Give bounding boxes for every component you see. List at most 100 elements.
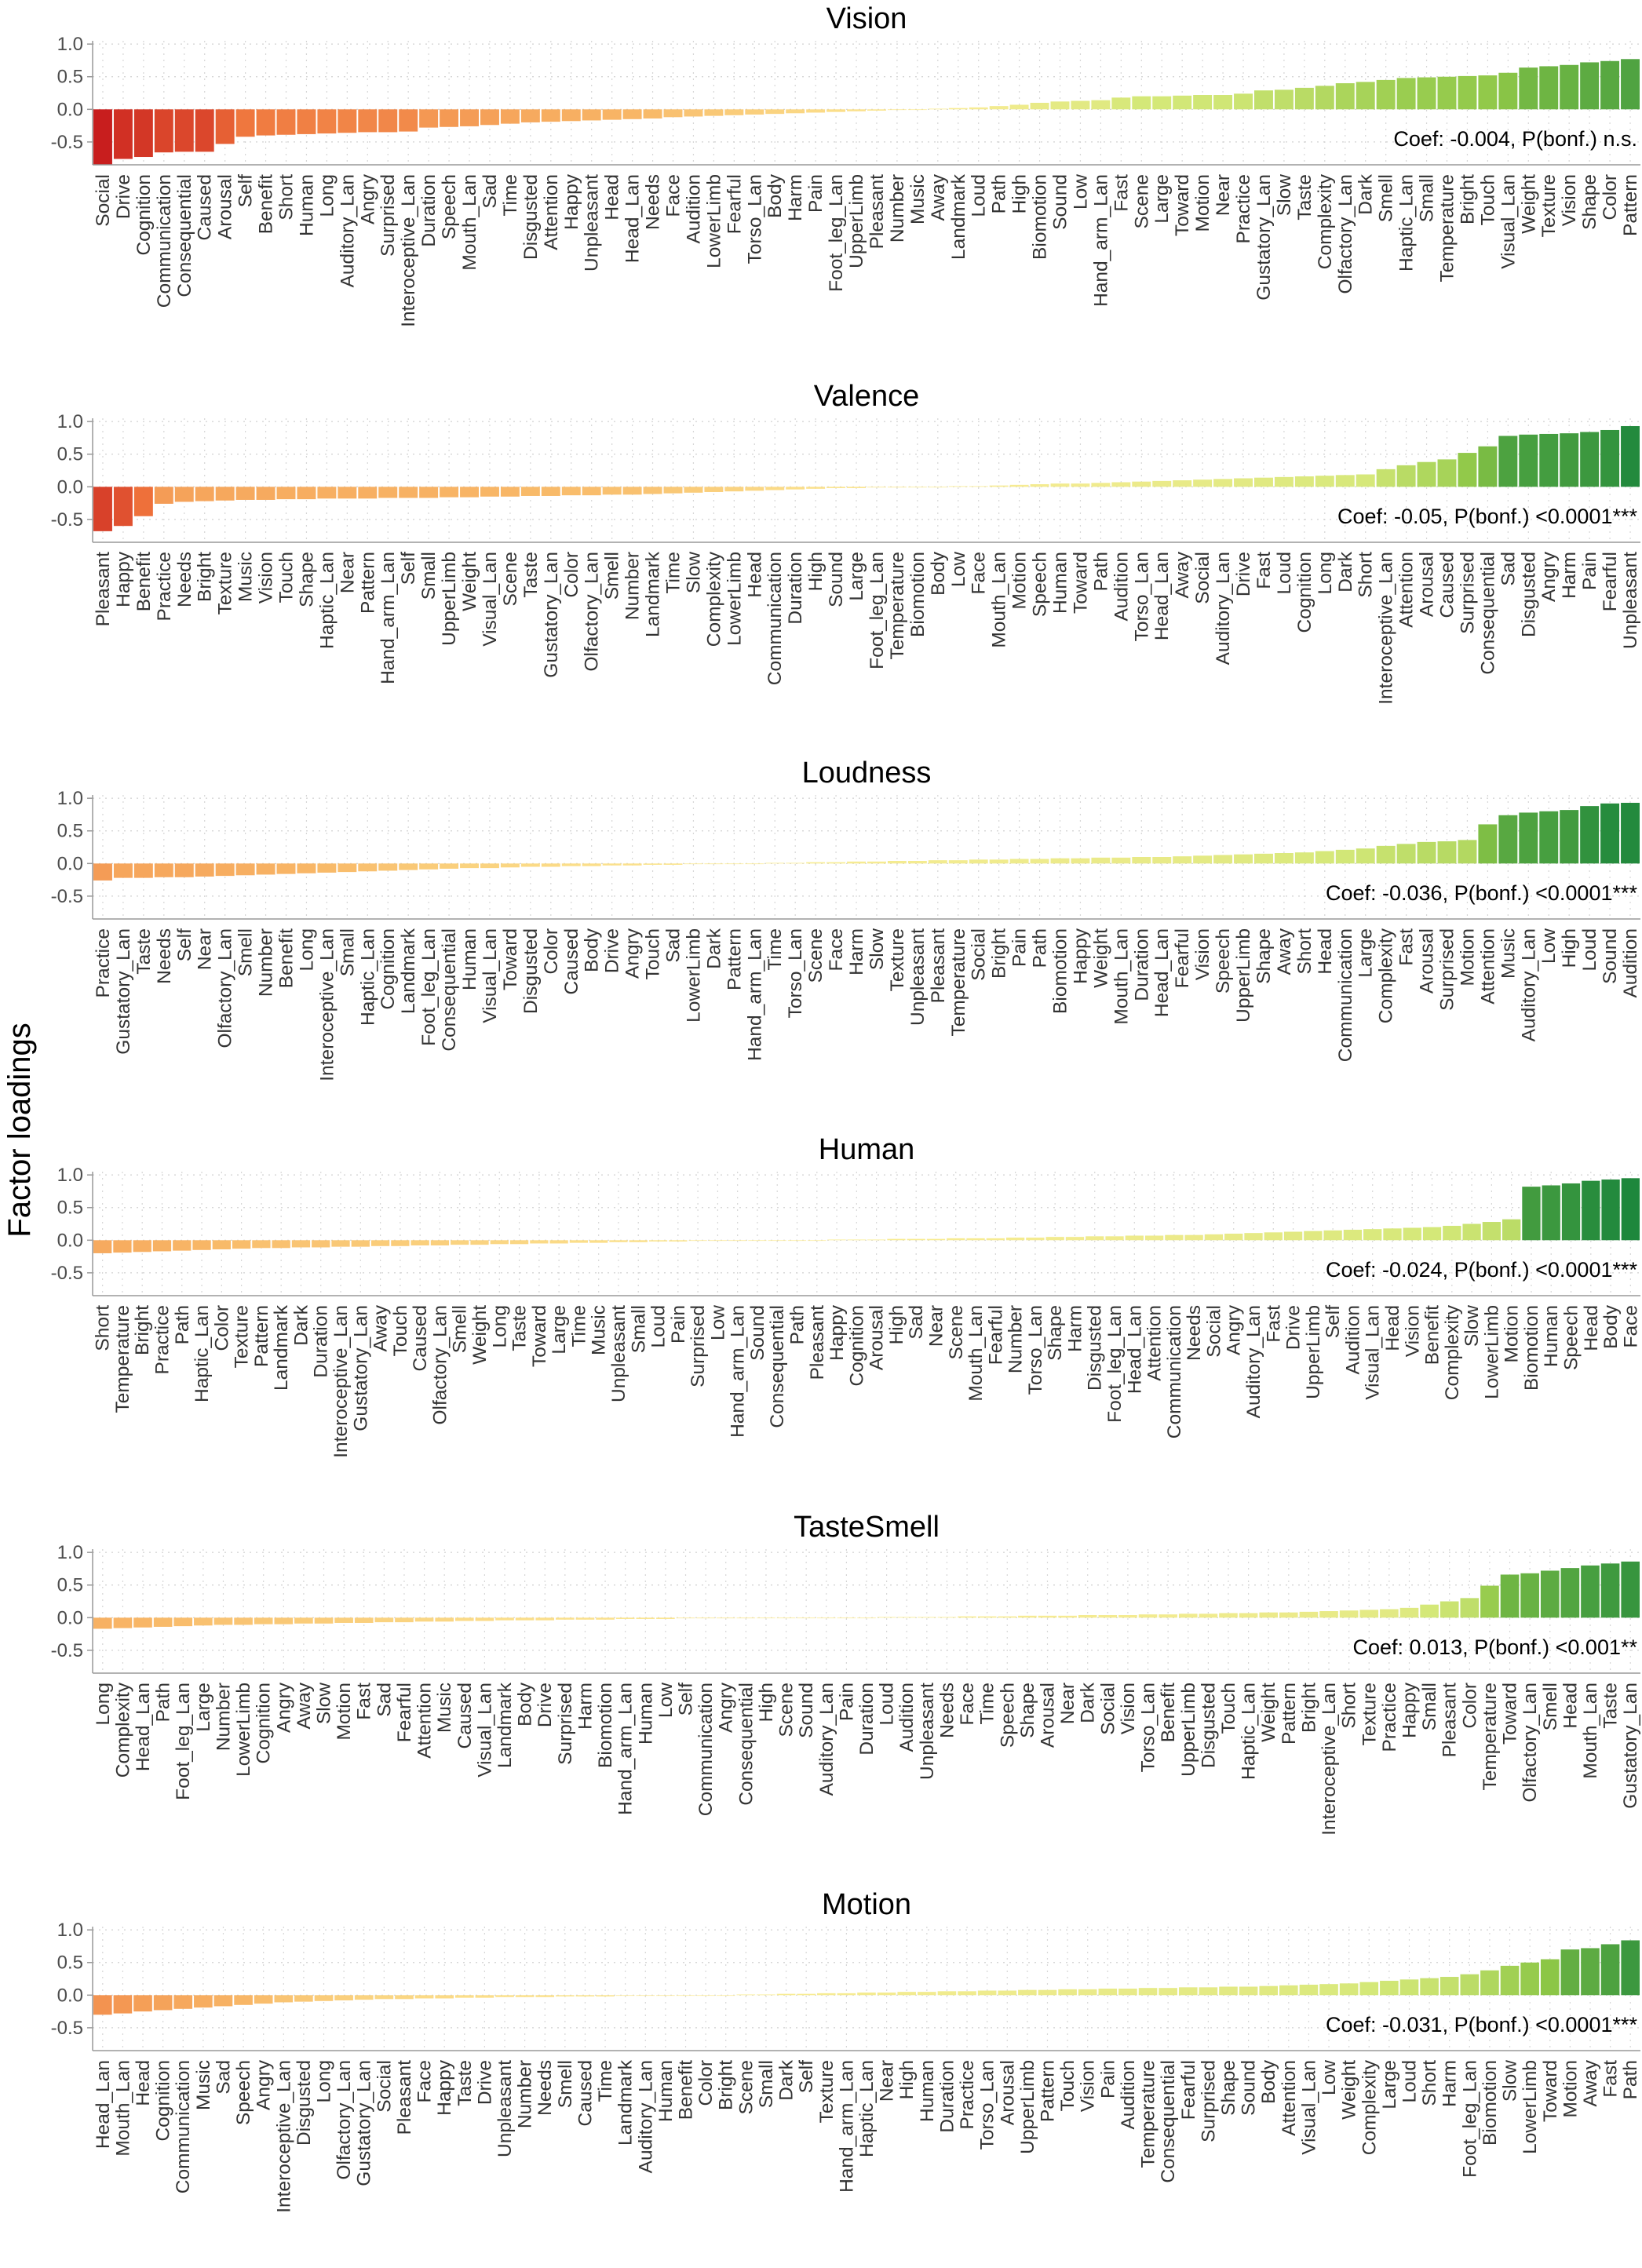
bar[interactable] [1376, 469, 1396, 487]
bar[interactable] [1621, 1561, 1640, 1618]
bar[interactable] [154, 863, 173, 877]
bar[interactable] [1152, 96, 1172, 110]
bar[interactable] [1478, 824, 1498, 864]
bar[interactable] [1193, 479, 1213, 487]
bar[interactable] [1098, 1989, 1118, 1996]
bar[interactable] [1184, 1234, 1203, 1241]
bar[interactable] [256, 487, 275, 500]
bar[interactable] [1173, 480, 1192, 487]
bar[interactable] [153, 1995, 173, 2011]
bar[interactable] [1356, 82, 1375, 110]
bar[interactable] [358, 487, 378, 499]
bar[interactable] [669, 1240, 688, 1242]
bar[interactable] [768, 1240, 786, 1242]
bar[interactable] [1009, 859, 1029, 864]
bar[interactable] [1259, 1985, 1279, 1996]
bar[interactable] [1498, 436, 1518, 487]
bar[interactable] [480, 863, 499, 869]
bar[interactable] [977, 1990, 997, 1996]
bar[interactable] [977, 1616, 997, 1618]
bar[interactable] [1343, 1230, 1363, 1241]
bar[interactable] [331, 1240, 350, 1247]
bar[interactable] [1213, 95, 1233, 110]
bar[interactable] [173, 1617, 193, 1627]
bar[interactable] [1420, 1604, 1439, 1618]
bar[interactable] [1065, 1237, 1085, 1241]
bar[interactable] [454, 1995, 474, 1998]
bar[interactable] [490, 1240, 509, 1245]
bar[interactable] [358, 863, 378, 872]
bar[interactable] [1132, 857, 1151, 864]
bar[interactable] [1339, 1610, 1359, 1618]
bar[interactable] [1239, 1613, 1258, 1618]
bar[interactable] [1234, 93, 1253, 110]
bar[interactable] [133, 109, 153, 158]
bar[interactable] [867, 1239, 886, 1241]
bar[interactable] [1193, 95, 1213, 110]
bar[interactable] [515, 1995, 535, 1997]
bar[interactable] [958, 1991, 976, 1996]
bar[interactable] [867, 861, 886, 864]
bar[interactable] [334, 1617, 353, 1623]
bar[interactable] [948, 860, 968, 864]
bar[interactable] [1132, 96, 1151, 110]
bar[interactable] [195, 109, 214, 152]
bar[interactable] [622, 487, 642, 495]
bar[interactable] [561, 487, 581, 496]
bar[interactable] [663, 487, 683, 494]
bar[interactable] [656, 1995, 675, 1996]
bar[interactable] [561, 863, 581, 866]
bar[interactable] [643, 487, 662, 494]
bar[interactable] [440, 109, 459, 127]
bar[interactable] [1542, 1185, 1560, 1241]
bar[interactable] [317, 863, 337, 873]
bar[interactable] [745, 863, 764, 865]
bar[interactable] [1098, 1614, 1118, 1618]
bar[interactable] [688, 1240, 707, 1242]
bar[interactable] [1319, 1611, 1338, 1618]
bar[interactable] [1159, 1988, 1177, 1996]
bar[interactable] [1264, 1232, 1283, 1241]
bar[interactable] [663, 109, 683, 118]
bar[interactable] [399, 109, 418, 132]
bar[interactable] [1213, 479, 1233, 487]
bar[interactable] [414, 1995, 434, 1999]
bar[interactable] [1304, 1231, 1323, 1241]
bar[interactable] [133, 487, 153, 516]
bar[interactable] [1500, 1965, 1520, 1996]
bar[interactable] [1480, 1585, 1499, 1618]
bar[interactable] [1540, 1570, 1560, 1618]
bar[interactable] [1339, 1983, 1359, 1996]
bar[interactable] [1050, 858, 1070, 864]
bar[interactable] [776, 1993, 796, 1996]
bar[interactable] [1199, 1613, 1218, 1618]
bar[interactable] [297, 487, 316, 500]
bar[interactable] [1399, 1607, 1419, 1618]
bar[interactable] [602, 487, 622, 495]
bar[interactable] [958, 1616, 976, 1618]
bar[interactable] [235, 863, 255, 876]
bar[interactable] [1239, 1986, 1258, 1996]
bar[interactable] [1050, 101, 1070, 110]
bar[interactable] [1178, 1613, 1198, 1618]
bar[interactable] [1009, 484, 1029, 487]
bar[interactable] [1460, 1974, 1480, 1996]
bar[interactable] [354, 1995, 374, 2000]
bar[interactable] [582, 109, 601, 121]
bar[interactable] [1219, 1613, 1238, 1618]
bar[interactable] [765, 487, 785, 490]
bar[interactable] [93, 1617, 112, 1629]
bar[interactable] [1462, 1223, 1481, 1241]
bar[interactable] [470, 1240, 489, 1245]
bar[interactable] [602, 109, 622, 120]
bar[interactable] [1621, 1178, 1640, 1241]
bar[interactable] [556, 1995, 575, 1996]
bar[interactable] [195, 863, 214, 877]
bar[interactable] [1018, 1615, 1037, 1618]
bar[interactable] [535, 1617, 555, 1621]
bar[interactable] [1498, 72, 1518, 110]
bar[interactable] [1520, 1573, 1539, 1618]
bar[interactable] [1439, 1977, 1459, 1996]
bar[interactable] [541, 487, 560, 496]
bar[interactable] [837, 1617, 856, 1619]
